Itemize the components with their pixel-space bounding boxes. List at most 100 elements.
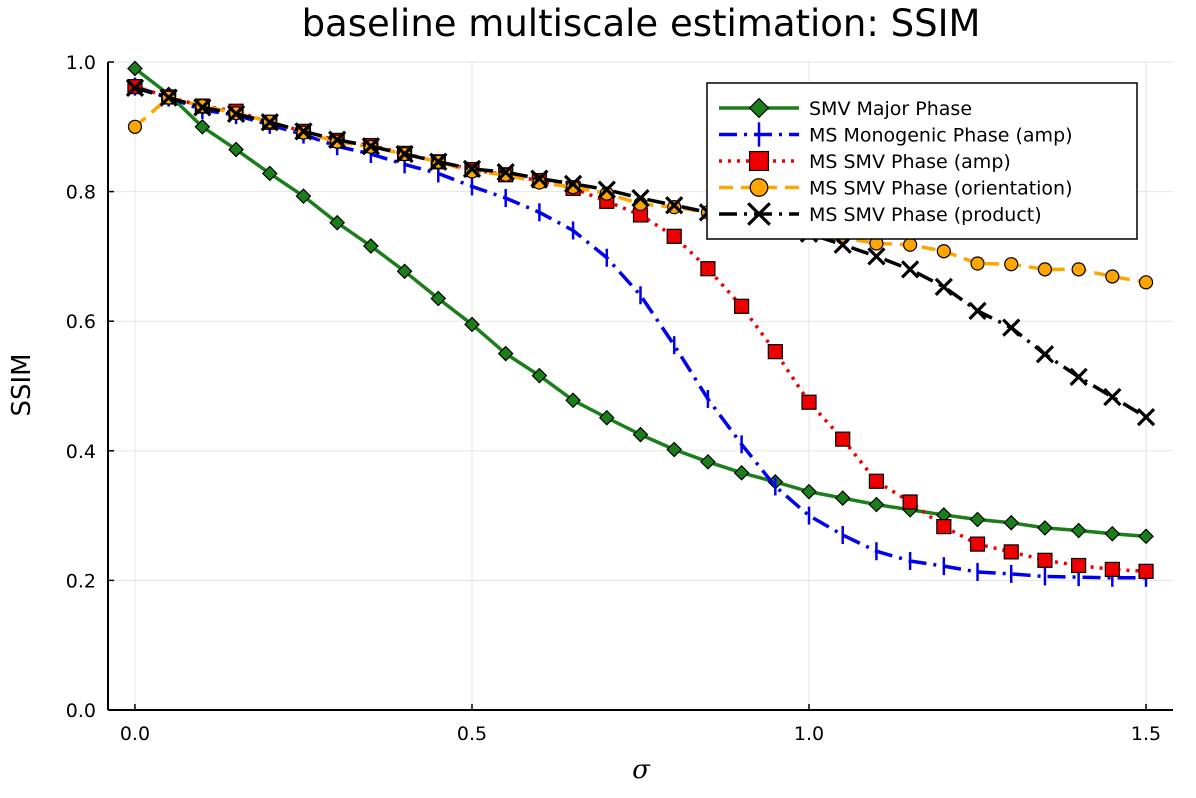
series-0-point-2: [194, 118, 211, 135]
series-2-point-18: [734, 298, 750, 314]
series-0-point-6: [329, 214, 346, 231]
y-tick-label-5: 1.0: [66, 52, 96, 74]
series-4-point-6: [328, 130, 347, 149]
series-2-point-20: [801, 394, 817, 410]
series-4-point-28: [1069, 367, 1088, 387]
series-2-point-30: [1138, 563, 1154, 579]
series-0-point-27: [1037, 520, 1053, 536]
legend-marker-2: [748, 150, 770, 172]
axes: [107, 62, 1173, 711]
series-4-point-7: [361, 137, 381, 156]
series-3-point-0: [127, 119, 143, 134]
series-3-point-29: [1105, 269, 1120, 284]
series-2-point-17: [700, 261, 716, 277]
legend-label-3: MS SMV Phase (orientation): [809, 178, 1073, 200]
series-2-point-26: [1003, 544, 1019, 560]
y-tick-label-3: 0.6: [66, 311, 96, 333]
series-0-point-3: [228, 141, 244, 158]
series-0-point-13: [565, 392, 581, 409]
legend-entry-1: MS Monogenic Phase (amp): [719, 122, 1073, 147]
legend-marker-4: [747, 202, 771, 226]
x-tick-label-0: 0.0: [120, 723, 150, 745]
series-2-point-19: [767, 344, 783, 360]
series-0-point-0: [127, 60, 143, 77]
series-0-point-8: [396, 263, 413, 280]
series-0-point-22: [868, 496, 885, 513]
legend: SMV Major Phase MS Monogenic Phase (amp) M…: [706, 82, 1138, 240]
series-0-point-28: [1070, 522, 1087, 539]
series-2-point-27: [1037, 552, 1053, 568]
series-0-point-12: [531, 367, 548, 384]
ticks: 0.0 0.5 1.0 1.5 0.0 0.2 0.4 0.6 0.8 1.0: [66, 52, 1161, 745]
series-4-point-22: [867, 247, 886, 266]
y-tick-label-1: 0.2: [66, 570, 96, 592]
series-4-point-12: [530, 169, 549, 188]
series-2-point-29: [1104, 561, 1120, 577]
series-4-point-26: [1002, 318, 1021, 337]
x-axis-label: σ: [632, 755, 651, 785]
series-2-point-22: [868, 473, 885, 489]
series-3-point-10: [464, 164, 480, 179]
series-3-point-26: [1004, 257, 1019, 272]
series-4-point-11: [496, 163, 515, 182]
legend-entry-3: MS SMV Phase (orientation): [719, 178, 1073, 200]
series-2-point-23: [902, 494, 918, 510]
legend-entry-4: MS SMV Phase (product): [719, 202, 1042, 226]
legend-entry-0: SMV Major Phase: [719, 97, 972, 120]
series-group: [125, 60, 1156, 587]
series-3-point-24: [936, 244, 951, 259]
series-2-point-24: [936, 519, 952, 535]
series-0-point-29: [1104, 525, 1121, 542]
series-0-point-17: [700, 453, 716, 470]
series-0-point-4: [261, 165, 278, 182]
series-0-point-18: [733, 464, 750, 481]
legend-label-2: MS SMV Phase (amp): [809, 151, 1011, 173]
series-0-point-5: [295, 188, 312, 204]
series-3-point-23: [903, 237, 918, 252]
series-0-point-30: [1138, 528, 1154, 545]
series-0-point-16: [666, 441, 683, 458]
series-4-point-13: [563, 174, 583, 193]
y-tick-label-4: 0.8: [66, 182, 96, 204]
x-tick-label-1: 0.5: [457, 723, 487, 745]
series-4-point-9: [429, 152, 448, 171]
series-4-point-10: [462, 159, 482, 179]
series-4-point-2: [193, 98, 212, 117]
series-2-point-16: [666, 228, 682, 244]
y-axis-label: SSIM: [7, 353, 37, 416]
series-0-point-21: [834, 490, 851, 506]
series-0-point-11: [497, 345, 514, 362]
series-4-point-27: [1035, 345, 1055, 364]
series-4-point-24: [934, 277, 953, 296]
series-2-point-21: [835, 431, 851, 447]
legend-label-1: MS Monogenic Phase (amp): [809, 125, 1073, 147]
series-4-point-3: [226, 104, 246, 123]
series-0-point-20: [801, 483, 817, 500]
legend-entry-2: MS SMV Phase (amp): [719, 150, 1011, 173]
series-4-point-23: [900, 260, 920, 279]
series-0-point-25: [969, 511, 986, 528]
series-0-point-7: [363, 238, 379, 254]
legend-marker-0: [748, 97, 770, 119]
legend-label-4: MS SMV Phase (product): [809, 204, 1042, 226]
series-4-point-5: [294, 122, 313, 141]
series-0-point-26: [1003, 514, 1020, 531]
x-tick-label-3: 1.5: [1131, 723, 1161, 745]
series-2-point-28: [1071, 557, 1087, 574]
series-4-point-30: [1136, 407, 1156, 427]
series-0-point-15: [632, 426, 649, 443]
series-2-point-25: [969, 536, 986, 552]
x-tick-label-2: 1.0: [794, 723, 824, 745]
series-3-point-25: [970, 256, 985, 271]
legend-marker-3: [749, 178, 769, 197]
series-4-point-29: [1103, 387, 1122, 407]
series-4-point-4: [260, 113, 279, 132]
chart-title: baseline multiscale estimation: SSIM: [302, 2, 981, 45]
series-3-point-27: [1037, 262, 1053, 277]
series-4-point-14: [597, 180, 616, 199]
series-4-point-1: [159, 88, 178, 107]
series-0-point-10: [464, 316, 480, 333]
series-4-point-16: [665, 196, 684, 215]
series-4-point-25: [968, 301, 987, 320]
